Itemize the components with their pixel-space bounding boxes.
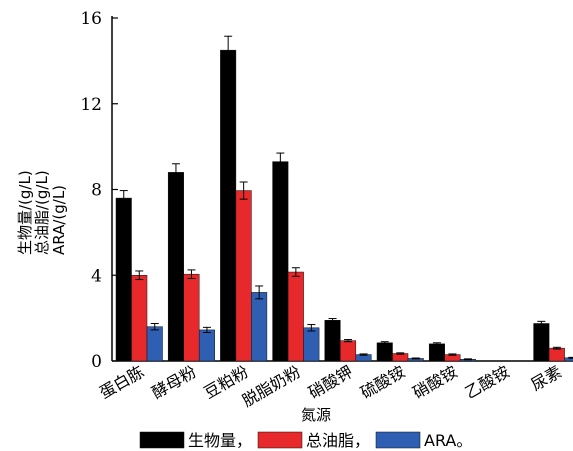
x-tick-label: 硫酸铵 <box>357 362 408 402</box>
y-tick-label: 0 <box>91 352 102 372</box>
bar <box>115 197 132 362</box>
y-tick-label: 8 <box>91 181 102 201</box>
bar <box>548 347 565 362</box>
bar <box>235 190 252 362</box>
x-axis-title: 氮源 <box>301 406 331 424</box>
bar <box>340 340 357 362</box>
x-tick-label: 蛋白胨 <box>96 362 147 402</box>
bar <box>533 323 550 362</box>
legend-label: 生物量， <box>188 431 252 450</box>
bar <box>324 320 341 362</box>
legend-swatch <box>375 431 421 449</box>
x-tick-label: 尿素 <box>528 362 565 394</box>
y-axis-title-line-1: 生物量/(g/L) <box>16 170 34 255</box>
bar <box>167 172 184 362</box>
bar <box>272 161 289 362</box>
bar <box>131 275 148 362</box>
legend-swatch <box>257 431 303 449</box>
y-tick-label: 16 <box>80 9 102 29</box>
bar <box>183 273 200 362</box>
x-tick-label: 脱脂奶粉 <box>239 362 304 410</box>
bar <box>220 49 237 362</box>
y-axis: 0 4 8 12 16 <box>80 9 118 372</box>
y-axis-title-line-2: 总油脂/(g/L) <box>33 170 51 255</box>
y-tick-label: 4 <box>91 266 102 286</box>
legend-label: ARA。 <box>424 431 472 450</box>
bar <box>146 326 163 362</box>
bar <box>198 329 215 362</box>
legend: 生物量， 总油脂， ARA。 <box>139 431 472 450</box>
legend-label: 总油脂， <box>306 431 370 450</box>
x-tick-label: 酵母粉 <box>148 362 199 402</box>
x-tick-label: 乙酸铵 <box>462 362 513 402</box>
bar <box>287 271 304 362</box>
y-axis-title-line-3: ARA/(g/L) <box>50 185 68 255</box>
bar <box>251 292 268 362</box>
x-tick-label: 硝酸钾 <box>305 362 356 402</box>
x-tick-label: 硝酸铵 <box>409 362 460 402</box>
bars-group <box>115 49 573 362</box>
legend-swatch <box>139 431 185 449</box>
bar <box>376 342 393 362</box>
y-axis-title: 生物量/(g/L) 总油脂/(g/L) ARA/(g/L) <box>16 170 68 255</box>
error-bars-group <box>119 35 573 361</box>
bar <box>303 327 320 362</box>
bar <box>428 343 445 362</box>
y-tick-label: 12 <box>80 95 102 115</box>
